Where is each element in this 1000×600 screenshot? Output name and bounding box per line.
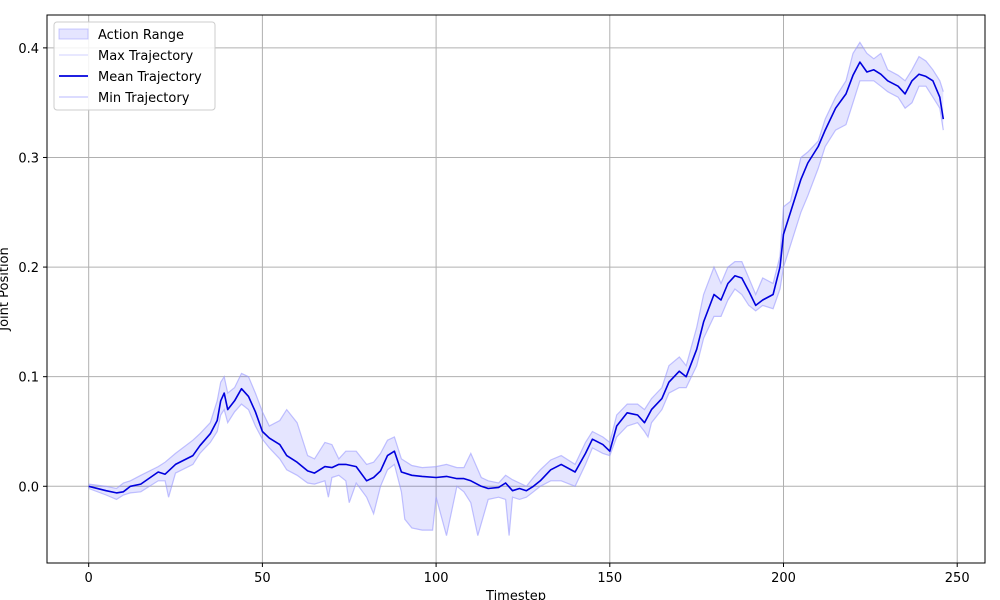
legend-swatch-range <box>58 28 89 40</box>
grid-lines <box>47 15 985 563</box>
legend-label: Mean Trajectory <box>98 70 202 85</box>
legend-label: Max Trajectory <box>98 49 194 64</box>
x-tick-label: 200 <box>771 571 796 586</box>
y-tick-label: 0.3 <box>18 151 39 166</box>
plot-area-frame <box>46 14 986 564</box>
x-tick-label: 0 <box>85 571 93 586</box>
y-tick-label: 0.0 <box>18 480 39 495</box>
y-tick-label: 0.2 <box>18 261 39 276</box>
plot-data <box>88 41 945 536</box>
x-axis-label: Timestep <box>485 589 546 600</box>
legend-label: Action Range <box>98 28 184 43</box>
legend-label: Min Trajectory <box>98 91 190 106</box>
min-trajectory-line <box>88 80 944 536</box>
action-range-fill <box>88 42 944 536</box>
x-tick-label: 100 <box>424 571 449 586</box>
x-tick-label: 150 <box>597 571 622 586</box>
max-trajectory-line <box>88 41 944 490</box>
mean-trajectory-line <box>88 61 945 494</box>
legend-box <box>53 21 216 111</box>
y-axis-label: Joint Position <box>0 247 12 331</box>
x-tick-label: 250 <box>945 571 970 586</box>
y-tick-label: 0.4 <box>18 42 39 57</box>
axis-ticks: 0 50 100 150 200 250 0.0 0.1 0.2 0.3 0.4 <box>18 42 969 586</box>
y-tick-label: 0.1 <box>18 371 39 386</box>
legend: Action Range Max Trajectory Mean Trajector… <box>53 21 216 111</box>
x-tick-label: 50 <box>254 571 271 586</box>
